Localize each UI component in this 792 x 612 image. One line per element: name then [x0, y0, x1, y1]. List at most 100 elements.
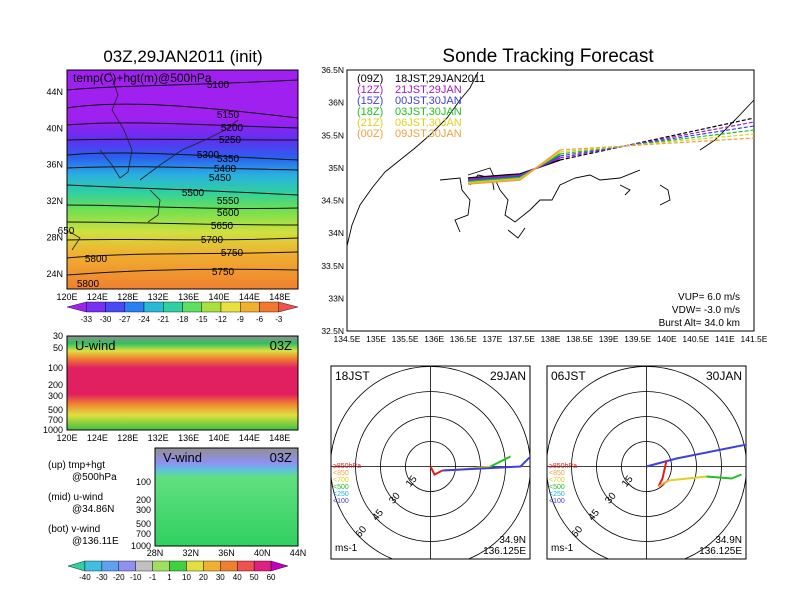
colorbar-tick-label: -33	[80, 315, 92, 324]
colorbar-tick-label: -30	[96, 573, 108, 582]
contour-label: 5550	[217, 196, 240, 207]
colorbar-swatch	[220, 560, 238, 572]
sonde-tracks	[467, 117, 755, 185]
x-tick-label: 148E	[269, 433, 290, 443]
x-tick-label: 134.5E	[334, 334, 361, 344]
x-tick-label: 36N	[218, 548, 235, 558]
uwind-time: 03Z	[270, 338, 292, 353]
hodograph-segment	[646, 443, 746, 468]
legend-bot-2: @136.11E	[72, 536, 119, 547]
x-tick-label: 40N	[254, 548, 271, 558]
y-tick-label: 1000	[43, 425, 63, 435]
x-tick-label: 140.5E	[682, 334, 709, 344]
colorbar-tick-label: 10	[182, 573, 191, 582]
x-tick-label: 124E	[87, 292, 108, 302]
legend-up-1: (up) tmp+hgt	[48, 460, 105, 471]
level-legend: <500	[549, 484, 565, 491]
track-line-dashed	[559, 137, 755, 151]
vwind-label: V-wind	[163, 450, 202, 465]
contour-label: 5100	[207, 80, 230, 91]
y-tick-label: 200	[48, 380, 63, 390]
x-tick-label: 144E	[239, 292, 260, 302]
colorbar-tick-label: -12	[215, 315, 227, 324]
colorbar-swatch	[152, 560, 170, 572]
track-line-dashed	[559, 125, 755, 157]
launch-legend-utc: (00Z)	[357, 128, 383, 140]
hodograph-segment	[442, 455, 530, 472]
uwind-label: U-wind	[75, 338, 115, 353]
y-tick-label: 36N	[328, 98, 344, 108]
y-tick-label: 32.5N	[321, 326, 344, 336]
launch-legend: (09Z) 18JST,29JAN2011 (12Z) 21JST,29JAN (15Z…	[357, 73, 485, 140]
x-tick-label: 137.5E	[508, 334, 535, 344]
level-legend: <100	[549, 498, 565, 505]
x-tick-label: 135.5E	[392, 334, 419, 344]
x-tick-label: 120E	[56, 292, 77, 302]
launch-legend-jst: 18JST,29JAN2011	[395, 73, 485, 85]
polar-unit: ms-1	[335, 543, 358, 554]
track-line	[467, 155, 561, 182]
colorbar-tick-label: 20	[199, 573, 208, 582]
colorbar-tick-label: 30	[216, 573, 225, 582]
panel-legend: (up) tmp+hgt @500hPa (mid) u-wind @34.86…	[48, 460, 119, 547]
burst-text: Burst Alt= 34.0 km	[659, 318, 740, 329]
y-tick-label: 35.5N	[321, 130, 344, 140]
colorbar-tick-label: 50	[250, 573, 259, 582]
colorbar-swatch	[163, 301, 183, 313]
x-tick-label: 137E	[482, 334, 502, 344]
vdw-text: VDW= -3.0 m/s	[672, 305, 740, 316]
launch-legend-jst: 09JST,30JAN	[395, 128, 462, 140]
vwind-colorbar: -40 -30 -20 -10 -1 1 10 20 30 40 50 60	[67, 560, 289, 582]
hodograph-segment	[657, 479, 670, 488]
colorbar-swatch	[66, 301, 87, 313]
contour-label: 650	[58, 226, 75, 237]
height-map-y-ticks: 24N 28N 32N 36N 40N 44N	[46, 87, 63, 279]
y-tick-label: 33N	[328, 293, 344, 303]
left-title: 03Z,29JAN2011 (init)	[103, 47, 262, 66]
x-tick-label: 139E	[599, 334, 619, 344]
y-tick-label: 30	[53, 331, 63, 341]
x-tick-label: 128E	[117, 433, 138, 443]
track-line	[467, 149, 561, 185]
legend-bot-1: (bot) v-wind	[48, 524, 100, 535]
colorbar-swatch	[86, 301, 106, 313]
vwind-x-ticks: 28N 32N 36N 40N 44N	[147, 548, 307, 558]
contour-label: 5800	[85, 254, 108, 265]
x-tick-label: 138.5E	[566, 334, 593, 344]
contour-label: 5150	[217, 110, 240, 121]
contour-label: 5200	[221, 123, 244, 134]
y-tick-label: 40N	[46, 123, 63, 133]
track-map: (09Z) 18JST,29JAN2011 (12Z) 21JST,29JAN (15Z…	[321, 65, 767, 344]
level-legend: <850	[333, 470, 349, 477]
y-tick-label: 500	[48, 405, 63, 415]
colorbar-tick-label: 40	[233, 573, 242, 582]
colorbar-swatch	[124, 301, 145, 313]
colorbar-tick-label: -40	[79, 573, 91, 582]
launch-legend-jst: 21JST,29JAN	[395, 84, 462, 96]
polar-time: 18JST	[335, 369, 370, 383]
colorbar-swatch	[135, 560, 153, 572]
track-y-ticks: 32.5N 33N 33.5N 34N 34.5N 35N 35.5N 36N 36.5N	[321, 65, 344, 336]
vwind-time: 03Z	[270, 450, 292, 465]
y-tick-label: 500	[136, 519, 151, 529]
colorbar-swatch	[67, 560, 86, 572]
track-line-dashed	[559, 117, 755, 161]
polar-lat: 34.9N	[499, 535, 526, 546]
contour-label: 5600	[217, 208, 240, 219]
contour-label: 5500	[182, 188, 205, 199]
hodograph-segment	[429, 466, 443, 476]
x-tick-label: 144E	[239, 433, 260, 443]
coastlines	[69, 71, 239, 251]
legend-mid-1: (mid) u-wind	[48, 492, 103, 503]
polar-date: 29JAN	[490, 369, 526, 383]
track-line	[467, 159, 561, 179]
height-map-label: temp(C)+hgt(m)@500hPa	[73, 71, 212, 85]
y-tick-label: 100	[48, 363, 63, 373]
